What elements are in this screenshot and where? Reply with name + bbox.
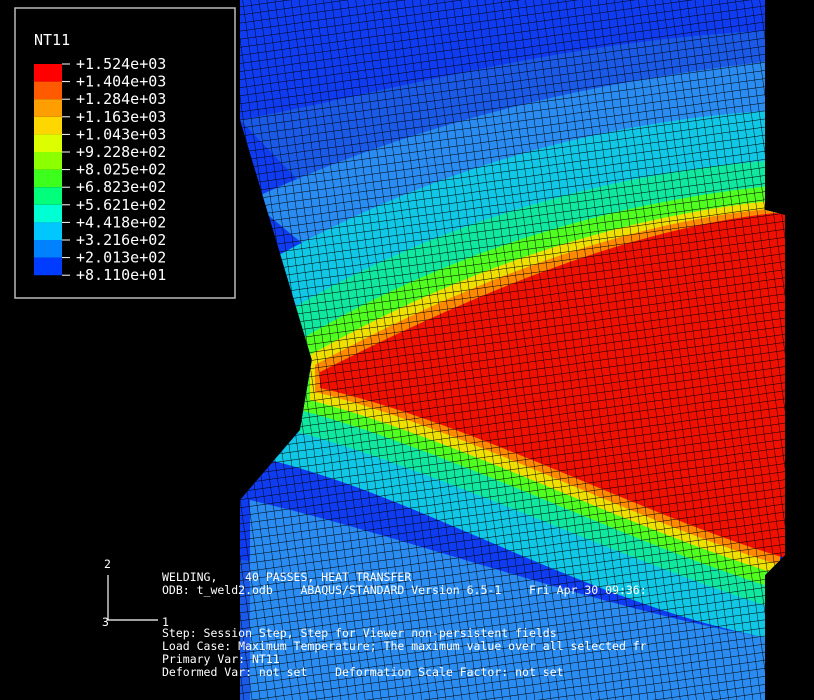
legend-swatch: [34, 82, 62, 100]
legend-swatch: [34, 240, 62, 258]
legend-label: +3.216e+02: [76, 231, 166, 249]
legend-label: +1.163e+03: [76, 108, 166, 126]
info-line: ODB: t_weld2.odb ABAQUS/STANDARD Version…: [162, 583, 647, 597]
legend-swatch: [34, 258, 62, 276]
legend-title: NT11: [34, 31, 70, 49]
legend-label: +9.228e+02: [76, 143, 166, 161]
legend-label: +5.621e+02: [76, 196, 166, 214]
legend-swatch: [34, 117, 62, 135]
legend-swatch: [34, 99, 62, 117]
legend-label: +8.025e+02: [76, 161, 166, 179]
legend-label: +1.404e+03: [76, 73, 166, 91]
triad-label: 3: [102, 615, 109, 629]
legend-label: +1.284e+03: [76, 90, 166, 108]
legend-swatch: [34, 64, 62, 82]
legend-swatch: [34, 187, 62, 205]
status-line: Deformed Var: not set Deformation Scale …: [162, 665, 564, 679]
viewport: NT11 +1.524e+03+1.404e+03+1.284e+03+1.16…: [0, 0, 814, 700]
legend-label: +2.013e+02: [76, 249, 166, 267]
legend-swatch: [34, 152, 62, 170]
legend-label: +6.823e+02: [76, 178, 166, 196]
legend-label: +1.043e+03: [76, 125, 166, 143]
status-line: Load Case: Maximum Temperature; The maxi…: [162, 639, 647, 653]
status-line: Step: Session Step, Step for Viewer non-…: [162, 626, 557, 640]
info-line: WELDING, 40 PASSES, HEAT TRANSFER: [162, 570, 411, 584]
legend-swatch: [34, 205, 62, 223]
legend: +1.524e+03+1.404e+03+1.284e+03+1.163e+03…: [34, 55, 166, 284]
legend-swatch: [34, 222, 62, 240]
legend-label: +8.110e+01: [76, 266, 166, 284]
status-line: Primary Var: NT11: [162, 652, 280, 666]
legend-label: +1.524e+03: [76, 55, 166, 73]
legend-swatch: [34, 170, 62, 188]
triad-label: 2: [104, 557, 111, 571]
legend-swatch: [34, 134, 62, 152]
legend-label: +4.418e+02: [76, 213, 166, 231]
